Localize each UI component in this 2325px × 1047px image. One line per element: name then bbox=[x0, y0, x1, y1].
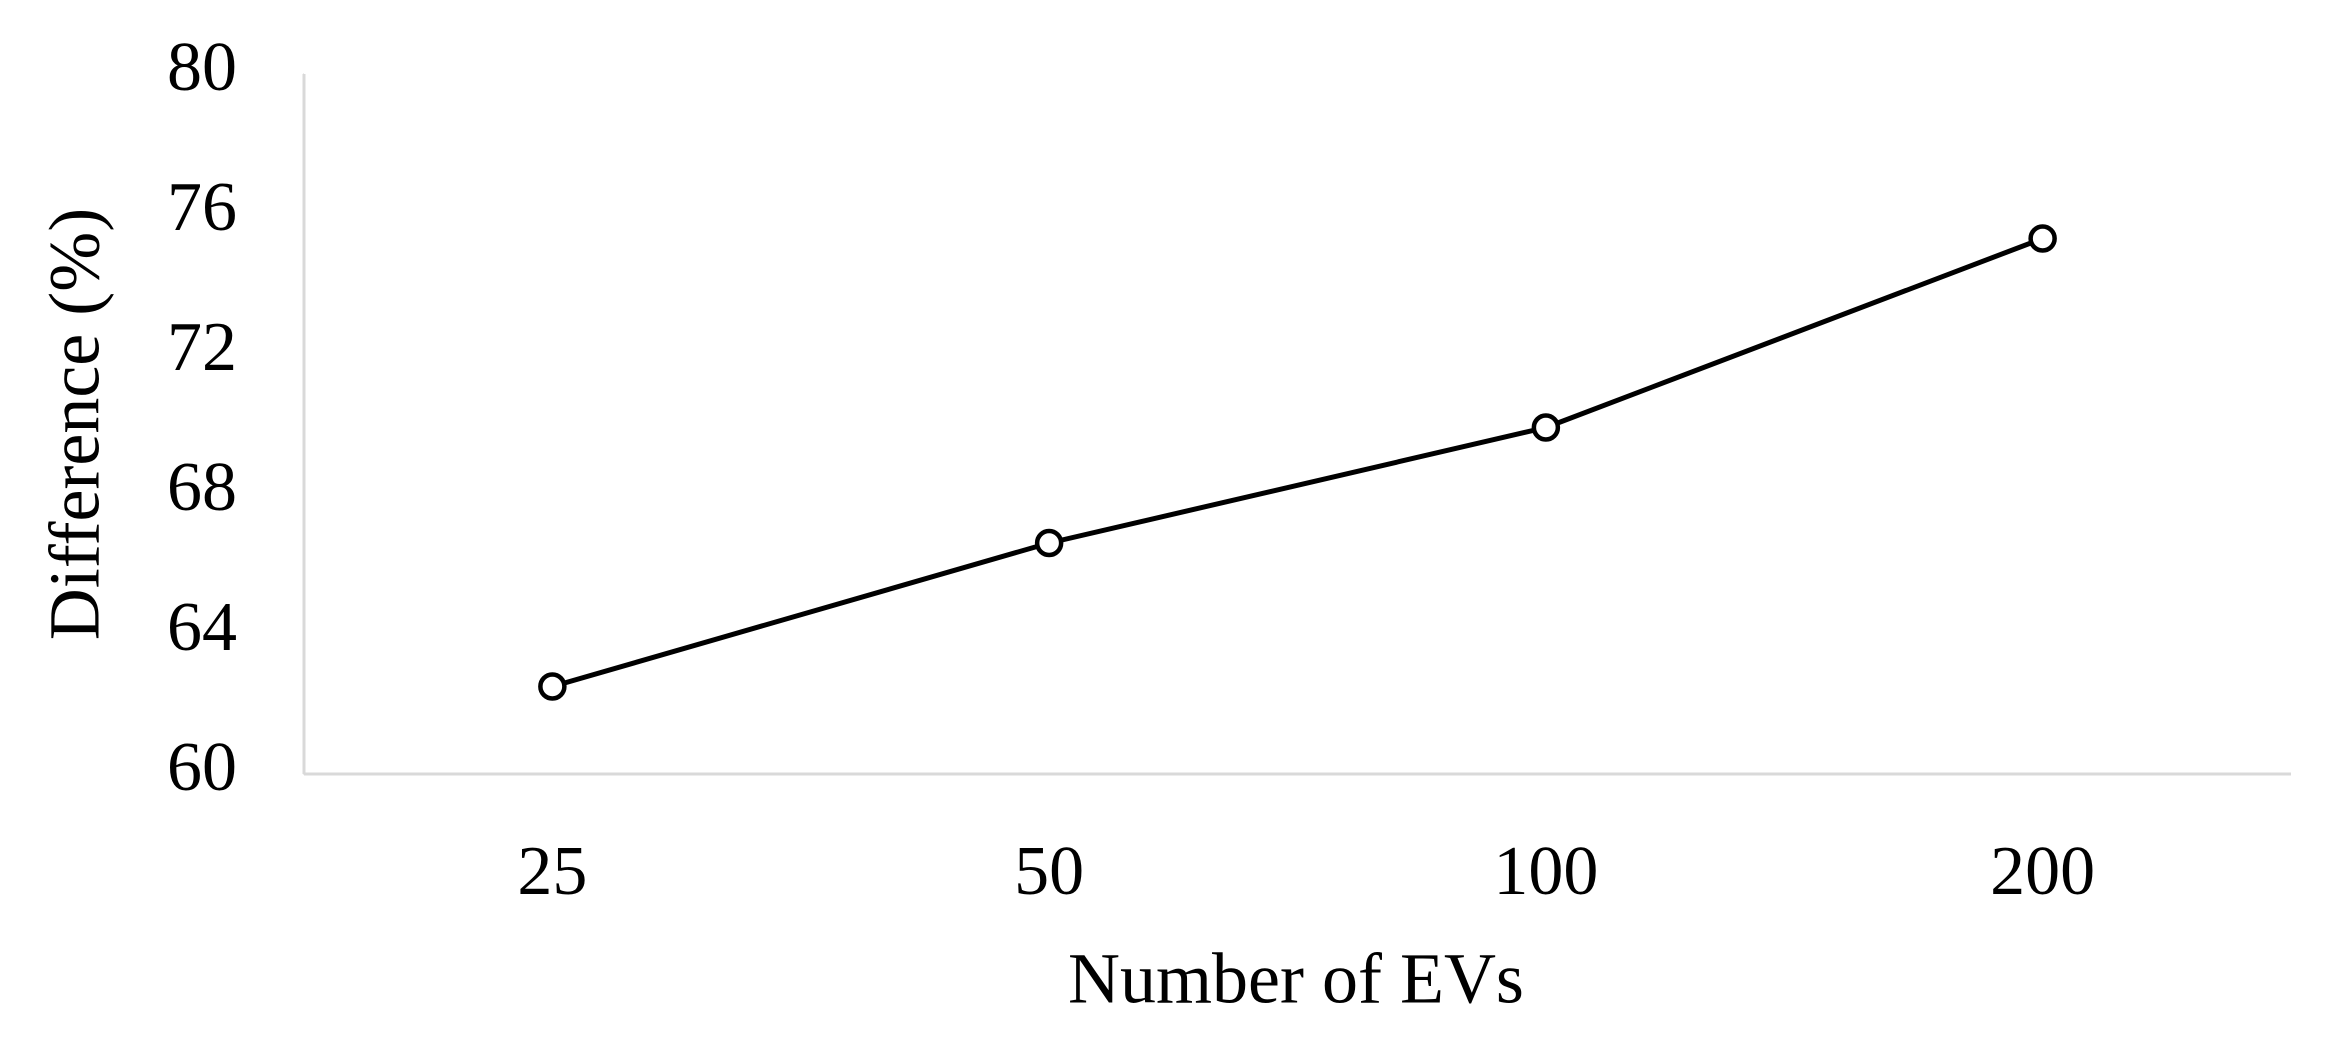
marker bbox=[1034, 528, 1064, 558]
x-tick-label: 25 bbox=[517, 833, 587, 910]
marker bbox=[1531, 413, 1561, 442]
y-tick-label: 80 bbox=[167, 29, 237, 106]
x-axis-title: Number of EVs bbox=[1068, 939, 1524, 1019]
marker bbox=[2028, 224, 2057, 253]
y-tick-label: 76 bbox=[167, 169, 237, 246]
x-tick-label: 100 bbox=[1493, 833, 1598, 910]
y-tick-label: 72 bbox=[167, 309, 237, 386]
x-tick-label: 200 bbox=[1990, 833, 2095, 910]
y-tick-label: 64 bbox=[167, 589, 237, 666]
line bbox=[551, 236, 2044, 689]
marker bbox=[538, 672, 567, 701]
y-axis-title: Difference (%) bbox=[35, 208, 115, 640]
y-tick-label: 68 bbox=[167, 449, 237, 526]
y-tick-label: 60 bbox=[167, 729, 237, 806]
x-tick-label: 50 bbox=[1014, 833, 1084, 910]
